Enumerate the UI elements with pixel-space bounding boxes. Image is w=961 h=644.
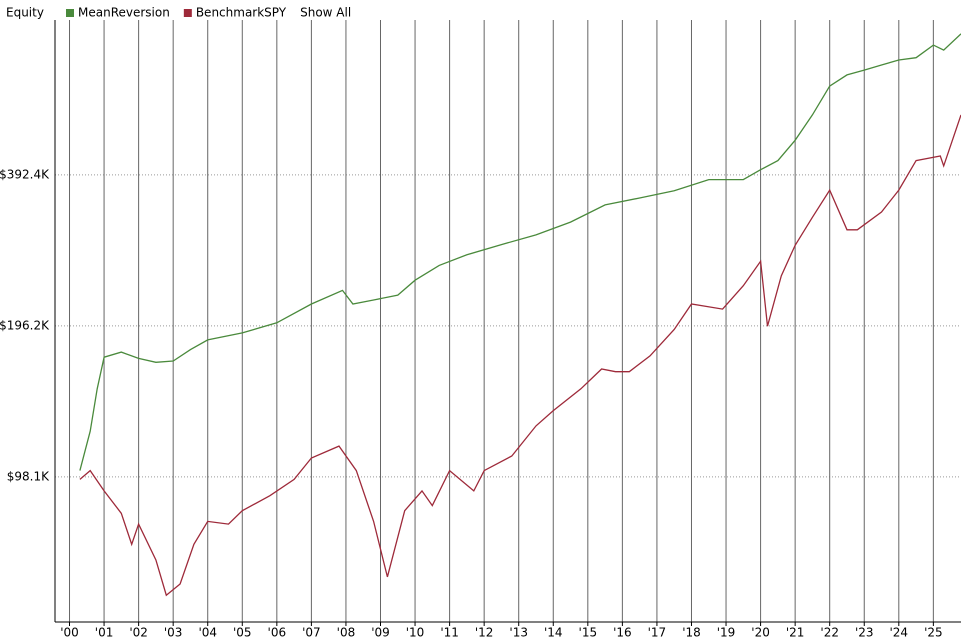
x-tick-label: '11 (440, 626, 459, 640)
x-tick-label: '08 (337, 626, 356, 640)
x-tick-label: '21 (786, 626, 805, 640)
series-line (79, 33, 961, 471)
x-tick-label: '13 (509, 626, 528, 640)
x-tick-label: '03 (164, 626, 183, 640)
legend-label[interactable]: BenchmarkSPY (196, 6, 287, 20)
chart-title: Equity (6, 6, 44, 20)
x-tick-label: '05 (233, 626, 252, 640)
x-tick-label: '25 (924, 626, 943, 640)
y-tick-label: $392.4K (0, 167, 50, 181)
x-tick-label: '01 (95, 626, 114, 640)
x-tick-label: '24 (890, 626, 909, 640)
x-tick-label: '17 (648, 626, 667, 640)
show-all-button[interactable]: Show All (300, 6, 351, 20)
x-tick-label: '06 (268, 626, 287, 640)
x-tick-label: '04 (198, 626, 217, 640)
x-tick-label: '12 (475, 626, 494, 640)
legend-label[interactable]: MeanReversion (78, 6, 170, 20)
x-tick-label: '19 (717, 626, 736, 640)
y-tick-label: $196.2K (0, 318, 50, 332)
legend-swatch[interactable] (183, 9, 192, 17)
series-line (79, 114, 961, 597)
y-tick-label: $98.1K (7, 469, 50, 483)
x-tick-label: '07 (302, 626, 321, 640)
x-tick-label: '02 (129, 626, 148, 640)
x-tick-label: '14 (544, 626, 563, 640)
x-tick-label: '23 (855, 626, 874, 640)
x-tick-label: '18 (682, 626, 701, 640)
x-tick-label: '09 (371, 626, 390, 640)
x-tick-label: '16 (613, 626, 632, 640)
x-tick-label: '20 (751, 626, 770, 640)
legend-swatch[interactable] (66, 9, 74, 17)
x-tick-label: '10 (406, 626, 425, 640)
x-tick-label: '22 (820, 626, 839, 640)
x-tick-label: '15 (579, 626, 598, 640)
x-tick-label: '00 (60, 626, 79, 640)
